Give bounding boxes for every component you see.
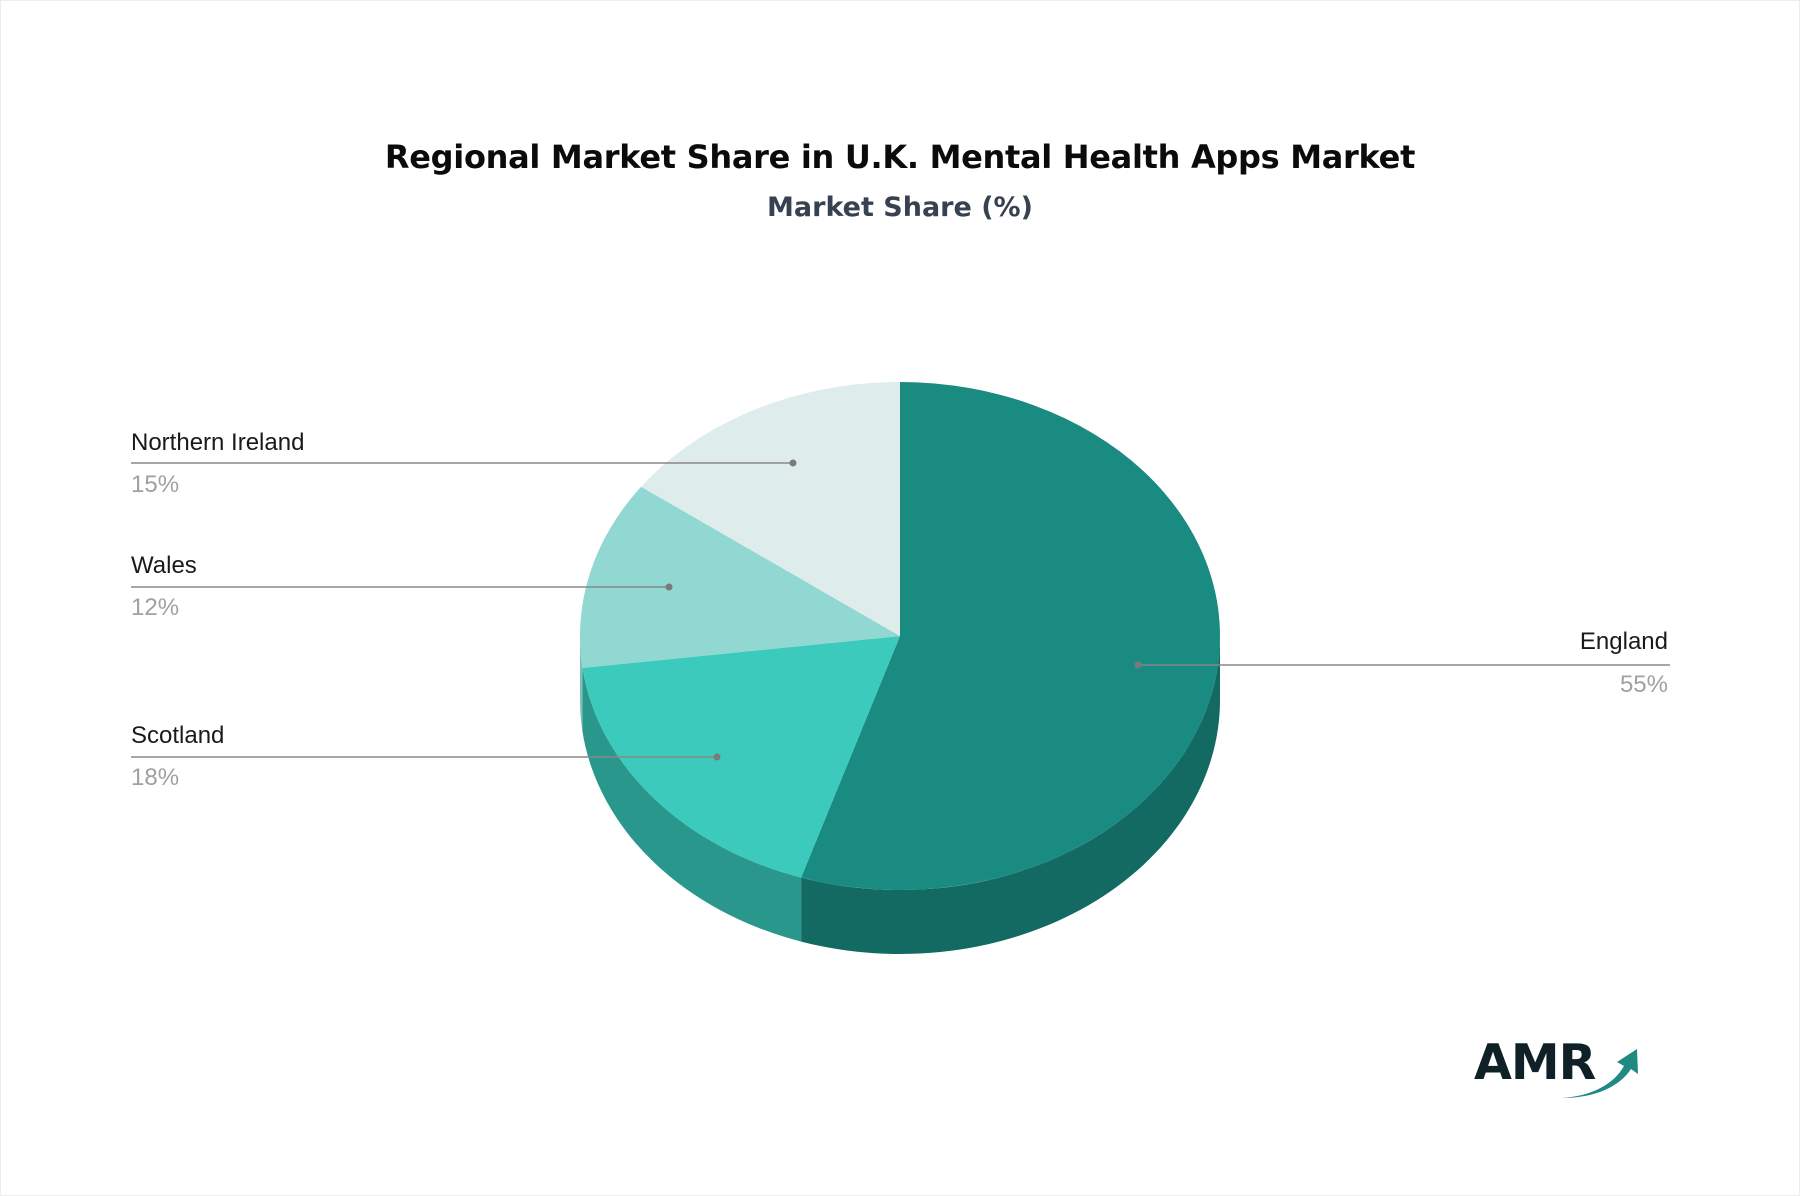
value-northern-ireland: 15%: [131, 471, 180, 498]
pie-slice-wales[interactable]: [580, 486, 900, 668]
label-northern-ireland: Northern Ireland: [131, 429, 305, 456]
pie-side-england: [801, 636, 1220, 955]
pie-slices: [580, 382, 1220, 891]
pie-slice-scotland[interactable]: [582, 636, 900, 878]
logo-text: AMR: [1474, 1034, 1596, 1091]
callout-dot-england: [1134, 661, 1142, 669]
callout-lines: [131, 459, 1670, 761]
value-wales: 12%: [131, 594, 180, 621]
label-scotland: Scotland: [131, 722, 225, 749]
value-england: 55%: [1619, 671, 1668, 698]
upward-arrow-icon: [1562, 1049, 1638, 1098]
callout-dot-northern-ireland: [789, 459, 797, 467]
amr-logo: AMR: [1474, 1038, 1644, 1102]
pie-sides: [580, 636, 1220, 955]
value-scotland: 18%: [131, 764, 180, 791]
pie-side-scotland: [582, 667, 802, 942]
chart-subtitle: Market Share (%): [767, 192, 1033, 223]
pie-slice-england[interactable]: [801, 382, 1220, 891]
callout-dot-wales: [665, 583, 673, 591]
label-england: England: [1579, 628, 1668, 655]
callout-dot-scotland: [713, 753, 721, 761]
chart-title: Regional Market Share in U.K. Mental Hea…: [384, 138, 1416, 176]
pie-side-wales: [580, 636, 583, 732]
label-wales: Wales: [131, 552, 197, 579]
pie-slice-northern-ireland[interactable]: [641, 382, 900, 636]
